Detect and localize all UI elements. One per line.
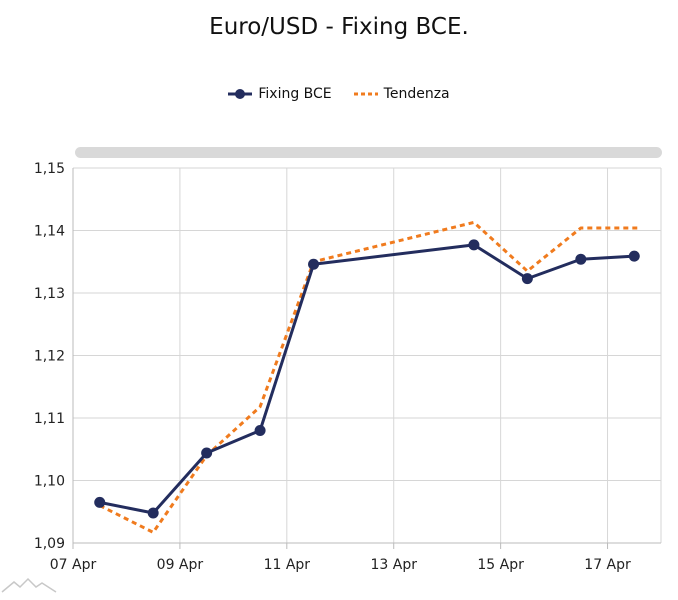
data-point-fixing-bce[interactable] [147,507,159,519]
legend-label-tendenza: Tendenza [383,86,450,102]
legend-dotted-line-icon-tendenza [353,92,378,96]
chart-title: Euro/USD - Fixing BCE. [209,14,469,40]
x-tick-label: 09 Apr [157,557,204,573]
legend-item-tendenza[interactable]: Tendenza [353,86,450,102]
y-tick-label: 1,14 [34,224,65,240]
legend-label-fixing-bce: Fixing BCE [258,86,332,102]
data-point-fixing-bce[interactable] [254,425,266,436]
x-tick-label: 13 Apr [370,557,417,573]
amcharts-logo-icon [1,577,57,593]
data-point-fixing-bce[interactable] [521,273,533,285]
x-tick-label: 07 Apr [50,557,97,573]
y-tick-label: 1,10 [34,474,65,490]
data-point-fixing-bce[interactable] [201,447,213,459]
y-tick-label: 1,15 [34,161,65,177]
y-tick-label: 1,13 [34,286,65,302]
x-tick-label: 17 Apr [584,557,631,573]
x-tick-label: 11 Apr [264,557,311,573]
legend-marker-icon-fixing-bce [228,89,253,99]
y-tick-label: 1,11 [34,411,65,427]
data-point-fixing-bce[interactable] [468,239,480,251]
data-point-fixing-bce[interactable] [628,250,640,262]
y-tick-label: 1,12 [34,349,65,365]
chart-scrollbar[interactable] [75,147,662,158]
legend: Fixing BCE Tendenza [0,86,678,102]
y-tick-label: 1,09 [34,536,65,552]
x-tick-label: 15 Apr [477,557,524,573]
data-point-fixing-bce[interactable] [94,496,106,508]
data-point-fixing-bce[interactable] [575,253,587,265]
legend-item-fixing-bce[interactable]: Fixing BCE [228,86,332,102]
data-point-fixing-bce[interactable] [308,258,320,270]
